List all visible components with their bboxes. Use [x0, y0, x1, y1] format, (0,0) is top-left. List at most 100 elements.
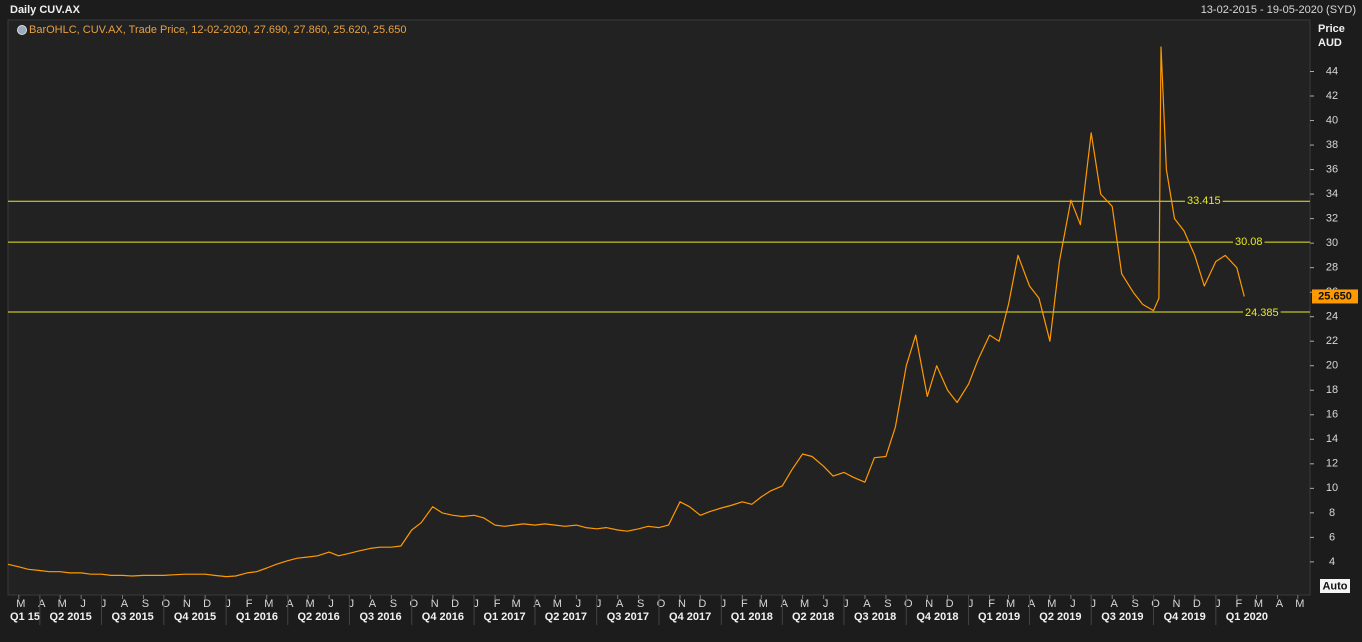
quarter-label: Q1 2017 [483, 611, 525, 623]
x-tick-label: M [264, 598, 273, 610]
x-tick-label: F [1235, 598, 1242, 610]
y-tick-label: 34 [1326, 188, 1338, 200]
y-tick-label: 16 [1326, 409, 1338, 421]
x-tick-label: M [1254, 598, 1263, 610]
reference-label: 33.415 [1187, 195, 1221, 207]
x-tick-label: J [1215, 598, 1221, 610]
quarter-label: Q1 2016 [236, 611, 278, 623]
quarter-label: Q4 2017 [669, 611, 711, 623]
quarter-label: Q4 2019 [1164, 611, 1206, 623]
x-tick-label: O [904, 598, 913, 610]
y-tick-label: 10 [1326, 482, 1338, 494]
x-tick-label: N [431, 598, 439, 610]
y-tick-label: 6 [1329, 531, 1335, 543]
quarter-label: Q3 2015 [112, 611, 154, 623]
legend: BarOHLC, CUV.AX, Trade Price, 12-02-2020… [29, 24, 407, 36]
x-tick-label: A [1276, 598, 1284, 610]
auto-button[interactable]: Auto [1322, 580, 1347, 592]
auto-button-box[interactable] [1320, 579, 1350, 593]
x-tick-label: A [616, 598, 624, 610]
quarter-label: Q2 2017 [545, 611, 587, 623]
x-tick-label: A [863, 598, 871, 610]
x-tick-label: J [80, 598, 86, 610]
reference-label-bg [1233, 236, 1265, 249]
x-tick-label: O [657, 598, 666, 610]
chart-title: Daily CUV.AX [10, 4, 81, 16]
x-tick-label: O [162, 598, 171, 610]
quarter-label: Q4 2015 [174, 611, 216, 623]
quarter-label: Q2 2019 [1039, 611, 1081, 623]
reference-label-bg [1243, 306, 1281, 319]
y-tick-label: 14 [1326, 433, 1338, 445]
x-tick-label: F [741, 598, 748, 610]
x-tick-label: S [637, 598, 644, 610]
x-tick-label: J [101, 598, 107, 610]
y-axis-unit: AUD [1318, 37, 1342, 49]
x-tick-label: M [1047, 598, 1056, 610]
x-tick-label: A [1028, 598, 1036, 610]
quarter-label: Q1 2020 [1226, 611, 1268, 623]
x-tick-label: S [390, 598, 397, 610]
quarter-label: Q2 2015 [50, 611, 92, 623]
x-tick-label: A [38, 598, 46, 610]
plot-area [7, 19, 1311, 596]
x-tick-label: N [183, 598, 191, 610]
quarter-label: Q1 15 [10, 611, 40, 623]
y-tick-label: 4 [1329, 556, 1335, 568]
y-tick-label: 44 [1326, 65, 1338, 77]
x-tick-label: M [800, 598, 809, 610]
x-tick-label: A [1111, 598, 1119, 610]
x-tick-label: J [328, 598, 334, 610]
x-tick-label: M [553, 598, 562, 610]
x-tick-label: M [511, 598, 520, 610]
quarter-label: Q2 2016 [297, 611, 339, 623]
y-tick-label: 38 [1326, 139, 1338, 151]
reference-label-bg [1185, 195, 1223, 208]
x-tick-label: A [781, 598, 789, 610]
x-tick-label: J [968, 598, 974, 610]
x-tick-label: A [533, 598, 541, 610]
x-tick-label: S [142, 598, 149, 610]
y-tick-label: 18 [1326, 384, 1338, 396]
x-tick-label: M [1295, 598, 1304, 610]
date-range: 13-02-2015 - 19-05-2020 (SYD) [1201, 4, 1356, 16]
x-tick-label: S [1132, 598, 1139, 610]
y-tick-label: 32 [1326, 213, 1338, 225]
x-tick-label: M [1006, 598, 1015, 610]
x-tick-label: J [1070, 598, 1076, 610]
y-tick-label: 20 [1326, 360, 1338, 372]
x-tick-label: A [369, 598, 377, 610]
x-tick-label: D [203, 598, 211, 610]
reference-label: 24.385 [1245, 307, 1279, 319]
x-tick-label: D [698, 598, 706, 610]
quarter-label: Q3 2016 [359, 611, 401, 623]
x-tick-label: F [494, 598, 501, 610]
y-tick-label: 22 [1326, 335, 1338, 347]
y-tick-label: 8 [1329, 507, 1335, 519]
x-tick-label: J [721, 598, 727, 610]
quarter-label: Q4 2016 [422, 611, 464, 623]
x-tick-label: J [225, 598, 231, 610]
price-line [7, 46, 1245, 578]
y-axis-label: Price [1318, 23, 1345, 35]
quarter-label: Q3 2018 [854, 611, 896, 623]
x-tick-label: N [925, 598, 933, 610]
x-tick-label: D [451, 598, 459, 610]
x-tick-label: A [286, 598, 294, 610]
x-tick-label: O [409, 598, 418, 610]
x-tick-label: J [1090, 598, 1096, 610]
last-price-flag [1312, 289, 1358, 304]
x-tick-label: O [1151, 598, 1160, 610]
x-tick-label: J [823, 598, 829, 610]
x-tick-label: N [1173, 598, 1181, 610]
y-tick-label: 40 [1326, 114, 1338, 126]
x-tick-label: M [306, 598, 315, 610]
x-tick-label: D [946, 598, 954, 610]
y-tick-label: 12 [1326, 458, 1338, 470]
reference-label: 30.08 [1235, 236, 1263, 248]
quarter-label: Q3 2019 [1101, 611, 1143, 623]
x-tick-label: J [596, 598, 602, 610]
quarter-label: Q1 2019 [978, 611, 1020, 623]
x-tick-label: M [58, 598, 67, 610]
quarter-label: Q2 2018 [792, 611, 834, 623]
